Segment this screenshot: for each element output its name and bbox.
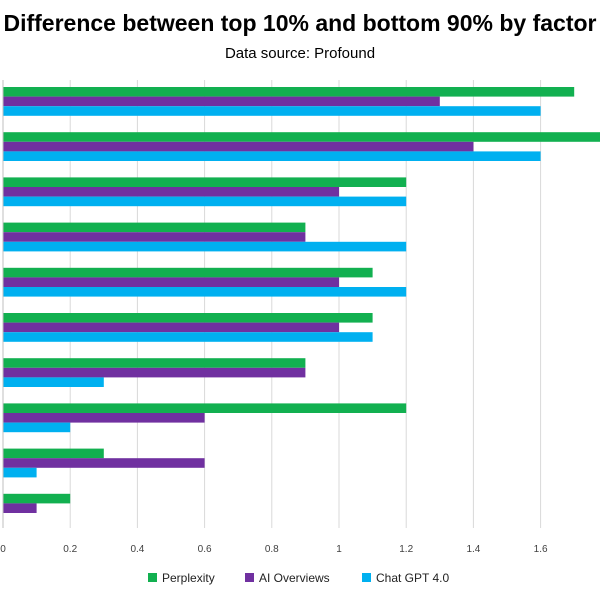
bar-ai-overviews [3,141,474,152]
x-tick-label: 0.4 [130,544,144,555]
bar-ai-overviews [3,367,306,378]
bar-ai-overviews [3,277,339,287]
bar-ai-overviews [3,187,339,197]
x-tick-label: 1.4 [466,544,480,555]
bar-chat-gpt-4-0 [3,332,373,342]
legend-label: Chat GPT 4.0 [376,571,449,585]
bar-perplexity [3,403,407,413]
bar-perplexity [3,448,104,459]
legend-swatch [362,573,371,582]
legend: Perplexity AI Overviews Chat GPT 4.0 [148,571,449,585]
bar-perplexity [3,493,71,504]
bars [3,87,600,513]
legend-swatch [148,573,157,582]
bar-chat-gpt-4-0 [3,467,37,478]
x-tick-label: 1.6 [534,544,548,555]
bar-ai-overviews [3,322,339,333]
bar-perplexity [3,313,373,323]
bar-perplexity [3,222,306,233]
legend-label: Perplexity [162,571,215,585]
bar-chat-gpt-4-0 [3,151,541,161]
chart-subtitle: Data source: Profound [224,45,376,62]
x-tick-label: 0.6 [198,544,212,555]
bar-ai-overviews [3,232,306,242]
bar-perplexity [3,267,373,278]
x-tick-label: 1.2 [399,544,413,555]
bar-ai-overviews [3,503,37,513]
bar-chat-gpt-4-0 [3,196,407,207]
bar-ai-overviews [3,413,205,423]
x-tick-label: 1 [336,544,342,555]
x-axis: 0 0.2 0.4 0.6 0.8 1 1.2 1.4 1.6 [0,80,548,555]
bar-perplexity [3,87,575,97]
chart-title: Difference between top 10% and bottom 90… [3,10,597,36]
bar-chat-gpt-4-0 [3,377,104,387]
bar-ai-overviews [3,96,440,107]
x-tick-label: 0 [0,544,6,555]
legend-swatch [245,573,254,582]
x-tick-label: 0.2 [63,544,77,555]
bar-perplexity [3,177,407,187]
x-tick-label: 0.8 [265,544,279,555]
bar-chat-gpt-4-0 [3,106,541,116]
legend-label: AI Overviews [259,571,330,585]
bar-chat-gpt-4-0 [3,241,407,252]
bar-perplexity [3,132,600,142]
bar-ai-overviews [3,458,205,468]
bar-perplexity [3,358,306,368]
bar-chat-gpt-4-0 [3,287,407,297]
bar-chat-gpt-4-0 [3,422,71,433]
